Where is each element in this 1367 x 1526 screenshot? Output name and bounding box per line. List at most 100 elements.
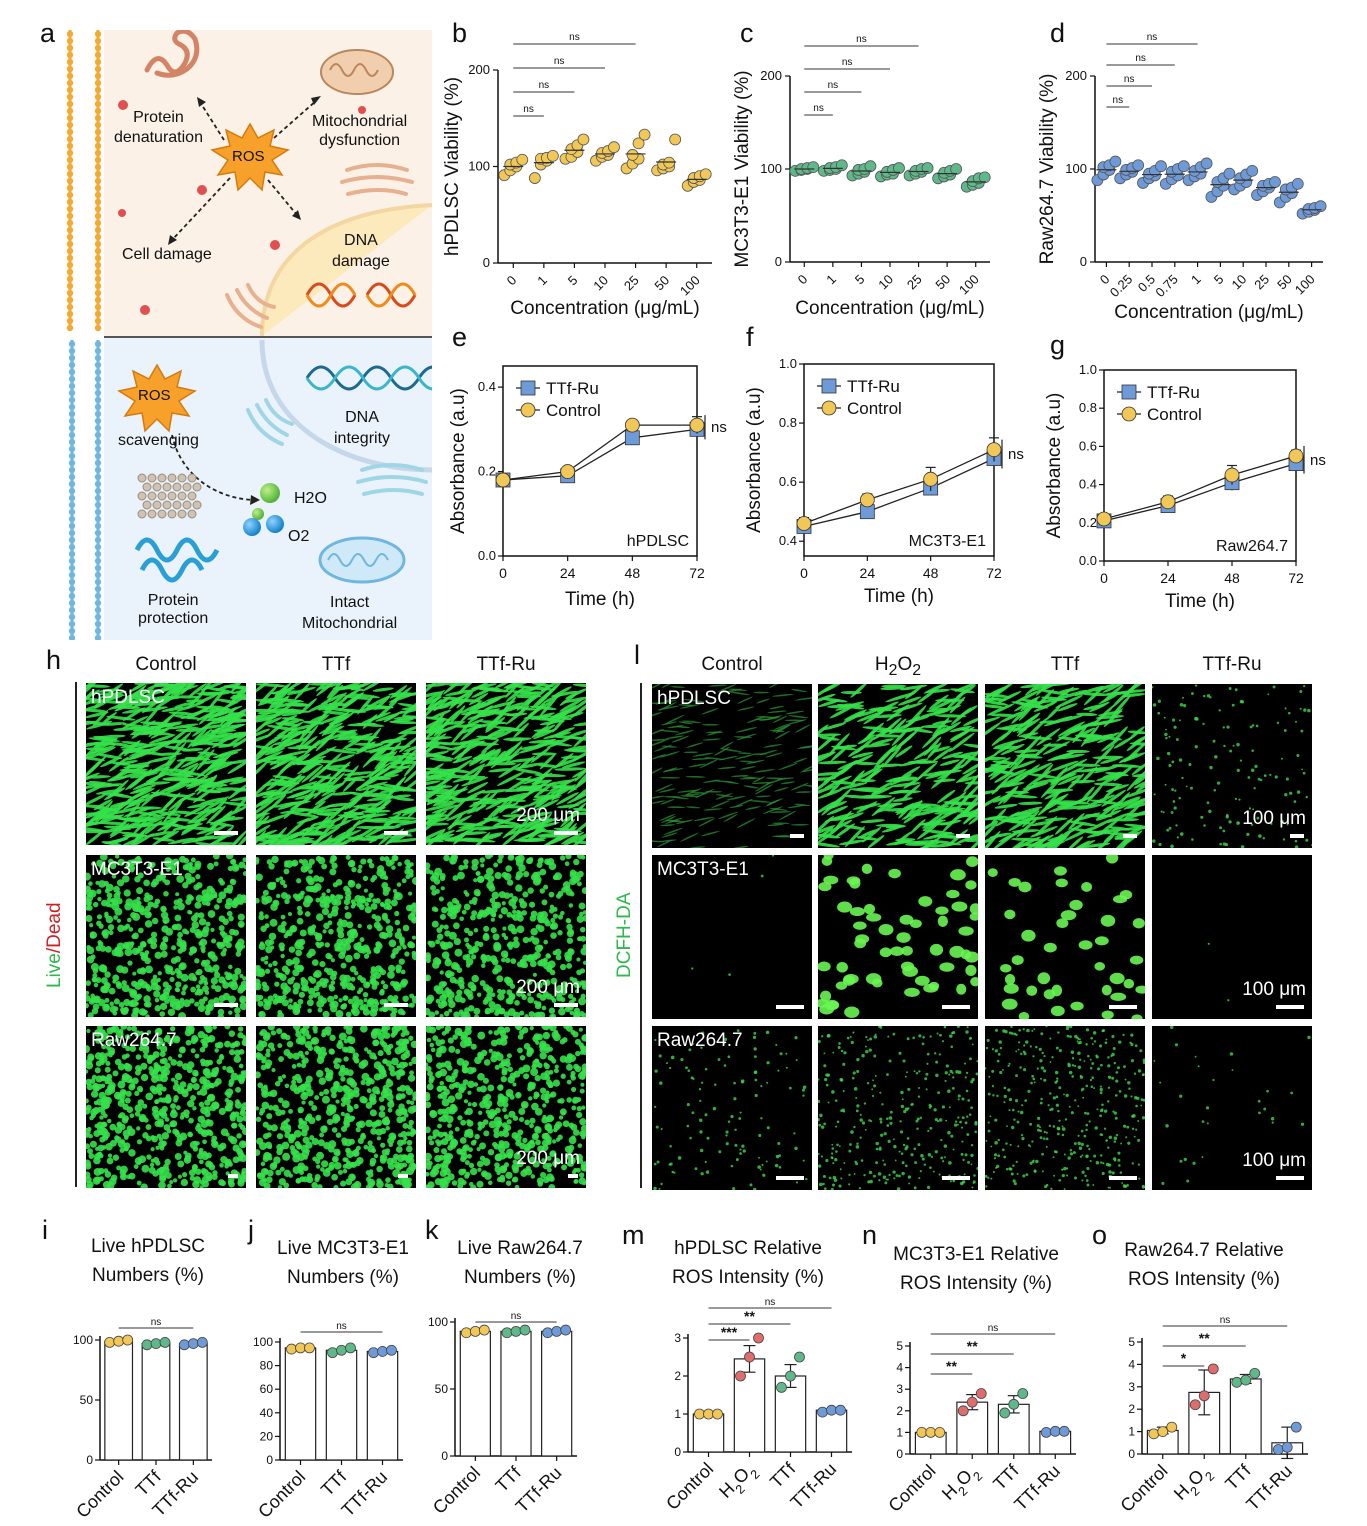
data-point xyxy=(501,1327,513,1339)
cell xyxy=(366,999,375,1008)
cell xyxy=(353,1103,359,1110)
membrane-dot xyxy=(94,121,102,129)
bar xyxy=(104,1340,134,1461)
cell xyxy=(179,962,187,971)
cell xyxy=(531,689,553,709)
cell xyxy=(572,683,586,688)
membrane-dot xyxy=(94,368,102,376)
cell xyxy=(173,1079,179,1085)
cell xyxy=(476,1147,481,1152)
membrane-dot xyxy=(68,466,76,474)
bar xyxy=(178,1342,208,1461)
cell xyxy=(578,997,586,1006)
cell xyxy=(175,981,182,988)
cell xyxy=(104,1170,112,1178)
cell xyxy=(275,1169,282,1176)
cell xyxy=(229,1069,235,1074)
cell xyxy=(239,1002,246,1011)
cell xyxy=(285,968,291,973)
cell xyxy=(106,1045,111,1051)
cell xyxy=(364,946,370,953)
cell xyxy=(86,1183,93,1188)
cell xyxy=(187,1100,195,1108)
cell xyxy=(311,924,317,930)
cell xyxy=(557,930,563,936)
membrane-dot xyxy=(66,317,74,325)
cell xyxy=(256,734,272,745)
cell xyxy=(461,909,467,915)
cell xyxy=(388,1142,394,1147)
lattice-node xyxy=(182,500,192,510)
data-point-circle xyxy=(986,442,1002,458)
cell xyxy=(182,1172,188,1178)
cell xyxy=(533,875,542,884)
cell xyxy=(314,815,330,834)
cell xyxy=(208,821,235,827)
membrane-dot xyxy=(68,494,76,502)
cell xyxy=(99,945,107,952)
membrane-dot xyxy=(66,282,74,290)
data-point-circle xyxy=(1288,448,1304,464)
scale-bar xyxy=(398,1174,408,1178)
membrane-dot xyxy=(68,501,76,509)
cell xyxy=(351,812,377,821)
cell xyxy=(335,1132,342,1138)
cell xyxy=(229,928,236,936)
significance-label: ns xyxy=(856,34,867,45)
cell xyxy=(363,888,368,893)
cell xyxy=(543,779,575,787)
cell xyxy=(464,892,470,897)
membrane-dot xyxy=(94,550,102,558)
cell xyxy=(393,891,400,898)
cell xyxy=(572,1129,580,1136)
cell xyxy=(506,911,513,918)
cell xyxy=(195,894,204,903)
cell xyxy=(209,887,215,894)
cell xyxy=(130,989,138,996)
cell xyxy=(426,996,433,1005)
cell xyxy=(313,985,320,992)
cell xyxy=(230,1072,239,1081)
membrane-dot xyxy=(94,79,102,87)
cell xyxy=(221,801,246,807)
cell xyxy=(379,1154,385,1160)
cell xyxy=(219,1162,224,1168)
cell xyxy=(387,971,395,979)
cell xyxy=(174,914,182,922)
x-tick-label: Control xyxy=(254,1467,309,1522)
membrane-dot xyxy=(94,240,102,248)
cell xyxy=(463,863,469,870)
cell xyxy=(493,862,499,868)
data-point xyxy=(776,1381,787,1393)
lattice-node xyxy=(142,500,152,510)
cell xyxy=(115,1093,123,1100)
cell xyxy=(353,952,361,960)
cell xyxy=(381,882,389,889)
cell xyxy=(446,941,454,949)
cell xyxy=(379,1039,385,1046)
cell xyxy=(471,1101,478,1108)
cell xyxy=(330,980,336,986)
cell xyxy=(407,1074,416,1082)
cell xyxy=(333,1161,342,1170)
membrane-dot xyxy=(68,452,76,460)
x-tick-label: 72 xyxy=(689,565,705,581)
cell xyxy=(529,1156,536,1163)
cell xyxy=(436,933,444,940)
cell xyxy=(288,1134,297,1142)
cell xyxy=(373,1153,379,1159)
x-tick-label: TTf-Ru xyxy=(1242,1461,1296,1515)
cell xyxy=(120,1026,128,1030)
cell xyxy=(360,977,366,984)
cell xyxy=(407,1124,413,1130)
cell xyxy=(362,747,384,768)
cell xyxy=(329,868,337,876)
cell xyxy=(162,916,170,924)
cell xyxy=(185,1039,192,1046)
cell xyxy=(382,816,402,827)
cell xyxy=(357,999,364,1006)
cell xyxy=(383,813,402,826)
cell xyxy=(86,1045,91,1053)
cell xyxy=(98,1153,104,1159)
cell xyxy=(222,1065,227,1071)
